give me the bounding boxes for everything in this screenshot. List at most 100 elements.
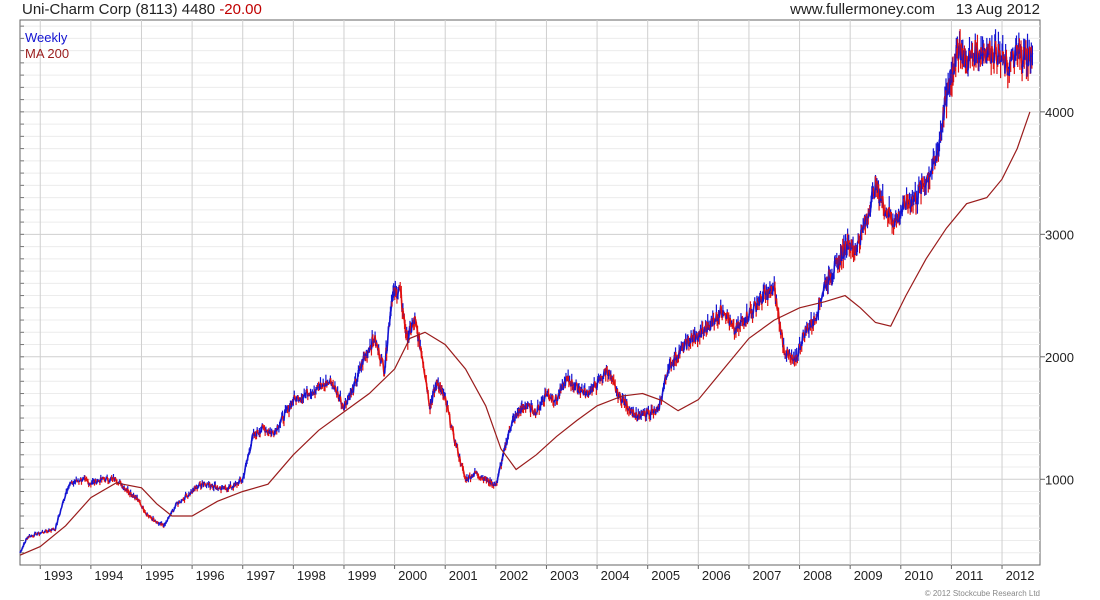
weekly-segment [19,551,22,554]
weekly-segment [469,477,472,480]
weekly-segment [322,382,325,386]
weekly-segment [60,506,63,510]
weekly-segment [407,336,410,339]
weekly-segment [573,385,577,388]
weekly-segment [684,338,687,345]
weekly-segment [254,431,257,435]
weekly-segment [531,405,534,413]
weekly-segment [658,400,661,410]
plot-frame [19,19,1041,566]
weekly-segment [758,297,761,306]
x-tick-label: 2002 [499,568,528,583]
weekly-segment [510,421,513,426]
weekly-segment [649,414,652,417]
weekly-segment [578,388,581,392]
weekly-segment [97,479,100,482]
weekly-segment [85,479,88,482]
weekly-segment [390,300,393,312]
weekly-segment [204,484,207,487]
weekly-segment [377,347,381,359]
weekly-segment [696,336,700,341]
weekly-segment [605,367,608,371]
weekly-segment [142,510,146,513]
weekly-segment [221,486,224,489]
weekly-segment [197,485,200,488]
weekly-segment [615,391,618,394]
weekly-segment [366,350,369,357]
weekly-segment [242,474,245,477]
weekly-segment [244,464,247,471]
weekly-segment [905,194,909,204]
weekly-segment [165,520,168,523]
weekly-segment [498,465,501,469]
weekly-segment [850,239,853,245]
weekly-segment [77,480,80,483]
y-tick-label: 1000 [1045,472,1074,487]
weekly-segment [822,290,825,293]
weekly-segment [420,349,423,354]
weekly-segment [688,344,691,347]
weekly-segment [152,518,155,521]
weekly-segment [647,409,650,416]
series-layer [19,29,1034,556]
weekly-segment [946,86,949,92]
weekly-segment [386,340,389,349]
weekly-segment [59,509,62,515]
weekly-segment [213,484,216,489]
weekly-segment [807,329,810,333]
y-tick-label: 2000 [1045,350,1074,365]
weekly-segment [612,379,615,382]
weekly-segment [150,517,153,520]
x-tick-label: 1998 [297,568,326,583]
weekly-segment [126,488,130,493]
weekly-segment [339,396,343,405]
weekly-segment [435,380,438,383]
weekly-segment [579,390,582,394]
x-tick-label: 1994 [94,568,123,583]
weekly-segment [471,475,475,478]
weekly-segment [158,522,160,525]
weekly-segment [381,358,384,364]
weekly-segment [723,312,725,315]
weekly-segment [56,517,59,524]
weekly-segment [602,374,605,379]
weekly-segment [582,390,585,395]
weekly-segment [456,447,460,456]
weekly-segment [87,482,91,486]
weekly-segment [532,412,535,414]
weekly-segment [752,303,755,313]
weekly-segment [115,480,118,483]
source-link[interactable]: www.fullermoney.com [790,1,935,18]
weekly-segment [925,177,928,184]
weekly-segment [262,425,265,428]
weekly-segment [611,376,614,380]
weekly-segment [991,57,995,63]
weekly-segment [378,357,381,361]
weekly-segment [618,392,621,396]
weekly-segment [355,380,358,384]
weekly-segment [729,317,732,325]
weekly-segment [958,42,961,46]
weekly-segment [759,294,763,300]
weekly-segment [790,354,794,360]
weekly-segment [771,290,774,295]
weekly-segment [359,366,363,369]
weekly-segment [836,257,839,261]
weekly-segment [40,531,43,534]
weekly-segment [386,331,390,341]
weekly-segment [23,542,26,544]
weekly-segment [281,415,285,421]
weekly-segment [137,498,141,502]
weekly-segment [565,375,568,378]
weekly-segment [405,329,409,334]
weekly-segment [179,501,182,504]
weekly-segment [277,427,280,430]
weekly-segment [920,178,924,184]
weekly-segment [20,549,23,552]
weekly-segment [397,290,400,294]
weekly-segment [273,429,277,435]
weekly-segment [180,498,184,502]
weekly-segment [293,394,296,399]
weekly-segment [1013,50,1016,67]
